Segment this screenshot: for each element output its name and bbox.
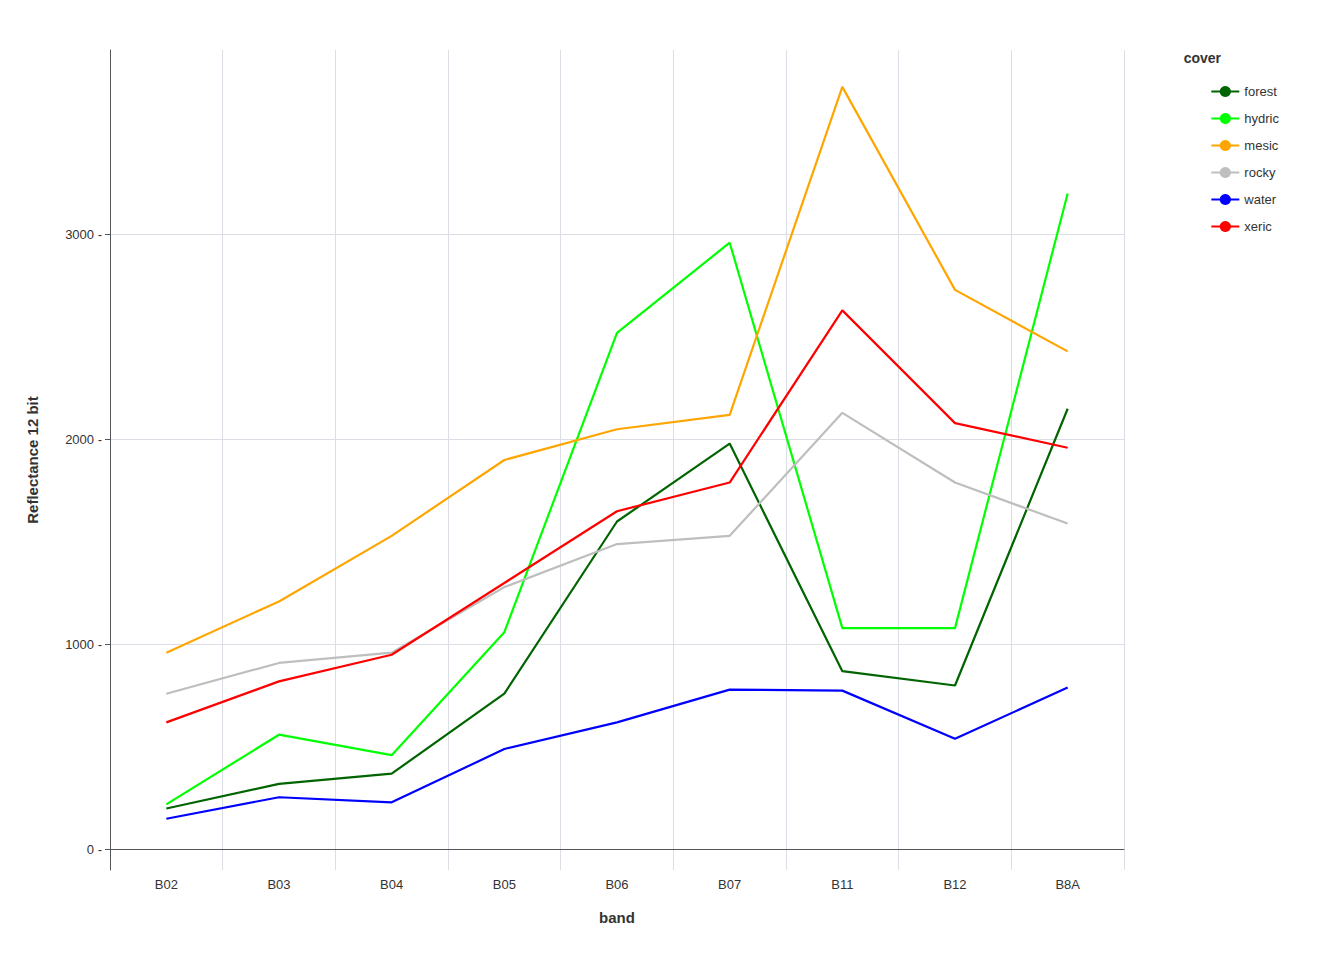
svg-text:0 -: 0 - <box>87 842 102 857</box>
svg-text:water: water <box>1243 192 1276 207</box>
svg-text:xeric: xeric <box>1244 219 1272 234</box>
svg-text:hydric: hydric <box>1244 111 1279 126</box>
svg-text:3000 -: 3000 - <box>65 227 102 242</box>
svg-text:cover: cover <box>1184 50 1222 66</box>
svg-text:Reflectance 12 bit: Reflectance 12 bit <box>24 396 41 524</box>
svg-text:B07: B07 <box>718 877 741 892</box>
svg-text:B8A: B8A <box>1055 877 1080 892</box>
svg-text:forest: forest <box>1244 84 1277 99</box>
svg-text:1000 -: 1000 - <box>65 637 102 652</box>
svg-text:rocky: rocky <box>1244 165 1276 180</box>
svg-text:B12: B12 <box>943 877 966 892</box>
svg-text:2000 -: 2000 - <box>65 432 102 447</box>
svg-text:B03: B03 <box>267 877 290 892</box>
svg-text:B11: B11 <box>831 877 853 892</box>
svg-text:B06: B06 <box>605 877 628 892</box>
svg-text:B05: B05 <box>493 877 516 892</box>
svg-text:band: band <box>599 909 635 926</box>
svg-text:B02: B02 <box>155 877 178 892</box>
svg-text:mesic: mesic <box>1244 138 1278 153</box>
svg-text:B04: B04 <box>380 877 403 892</box>
